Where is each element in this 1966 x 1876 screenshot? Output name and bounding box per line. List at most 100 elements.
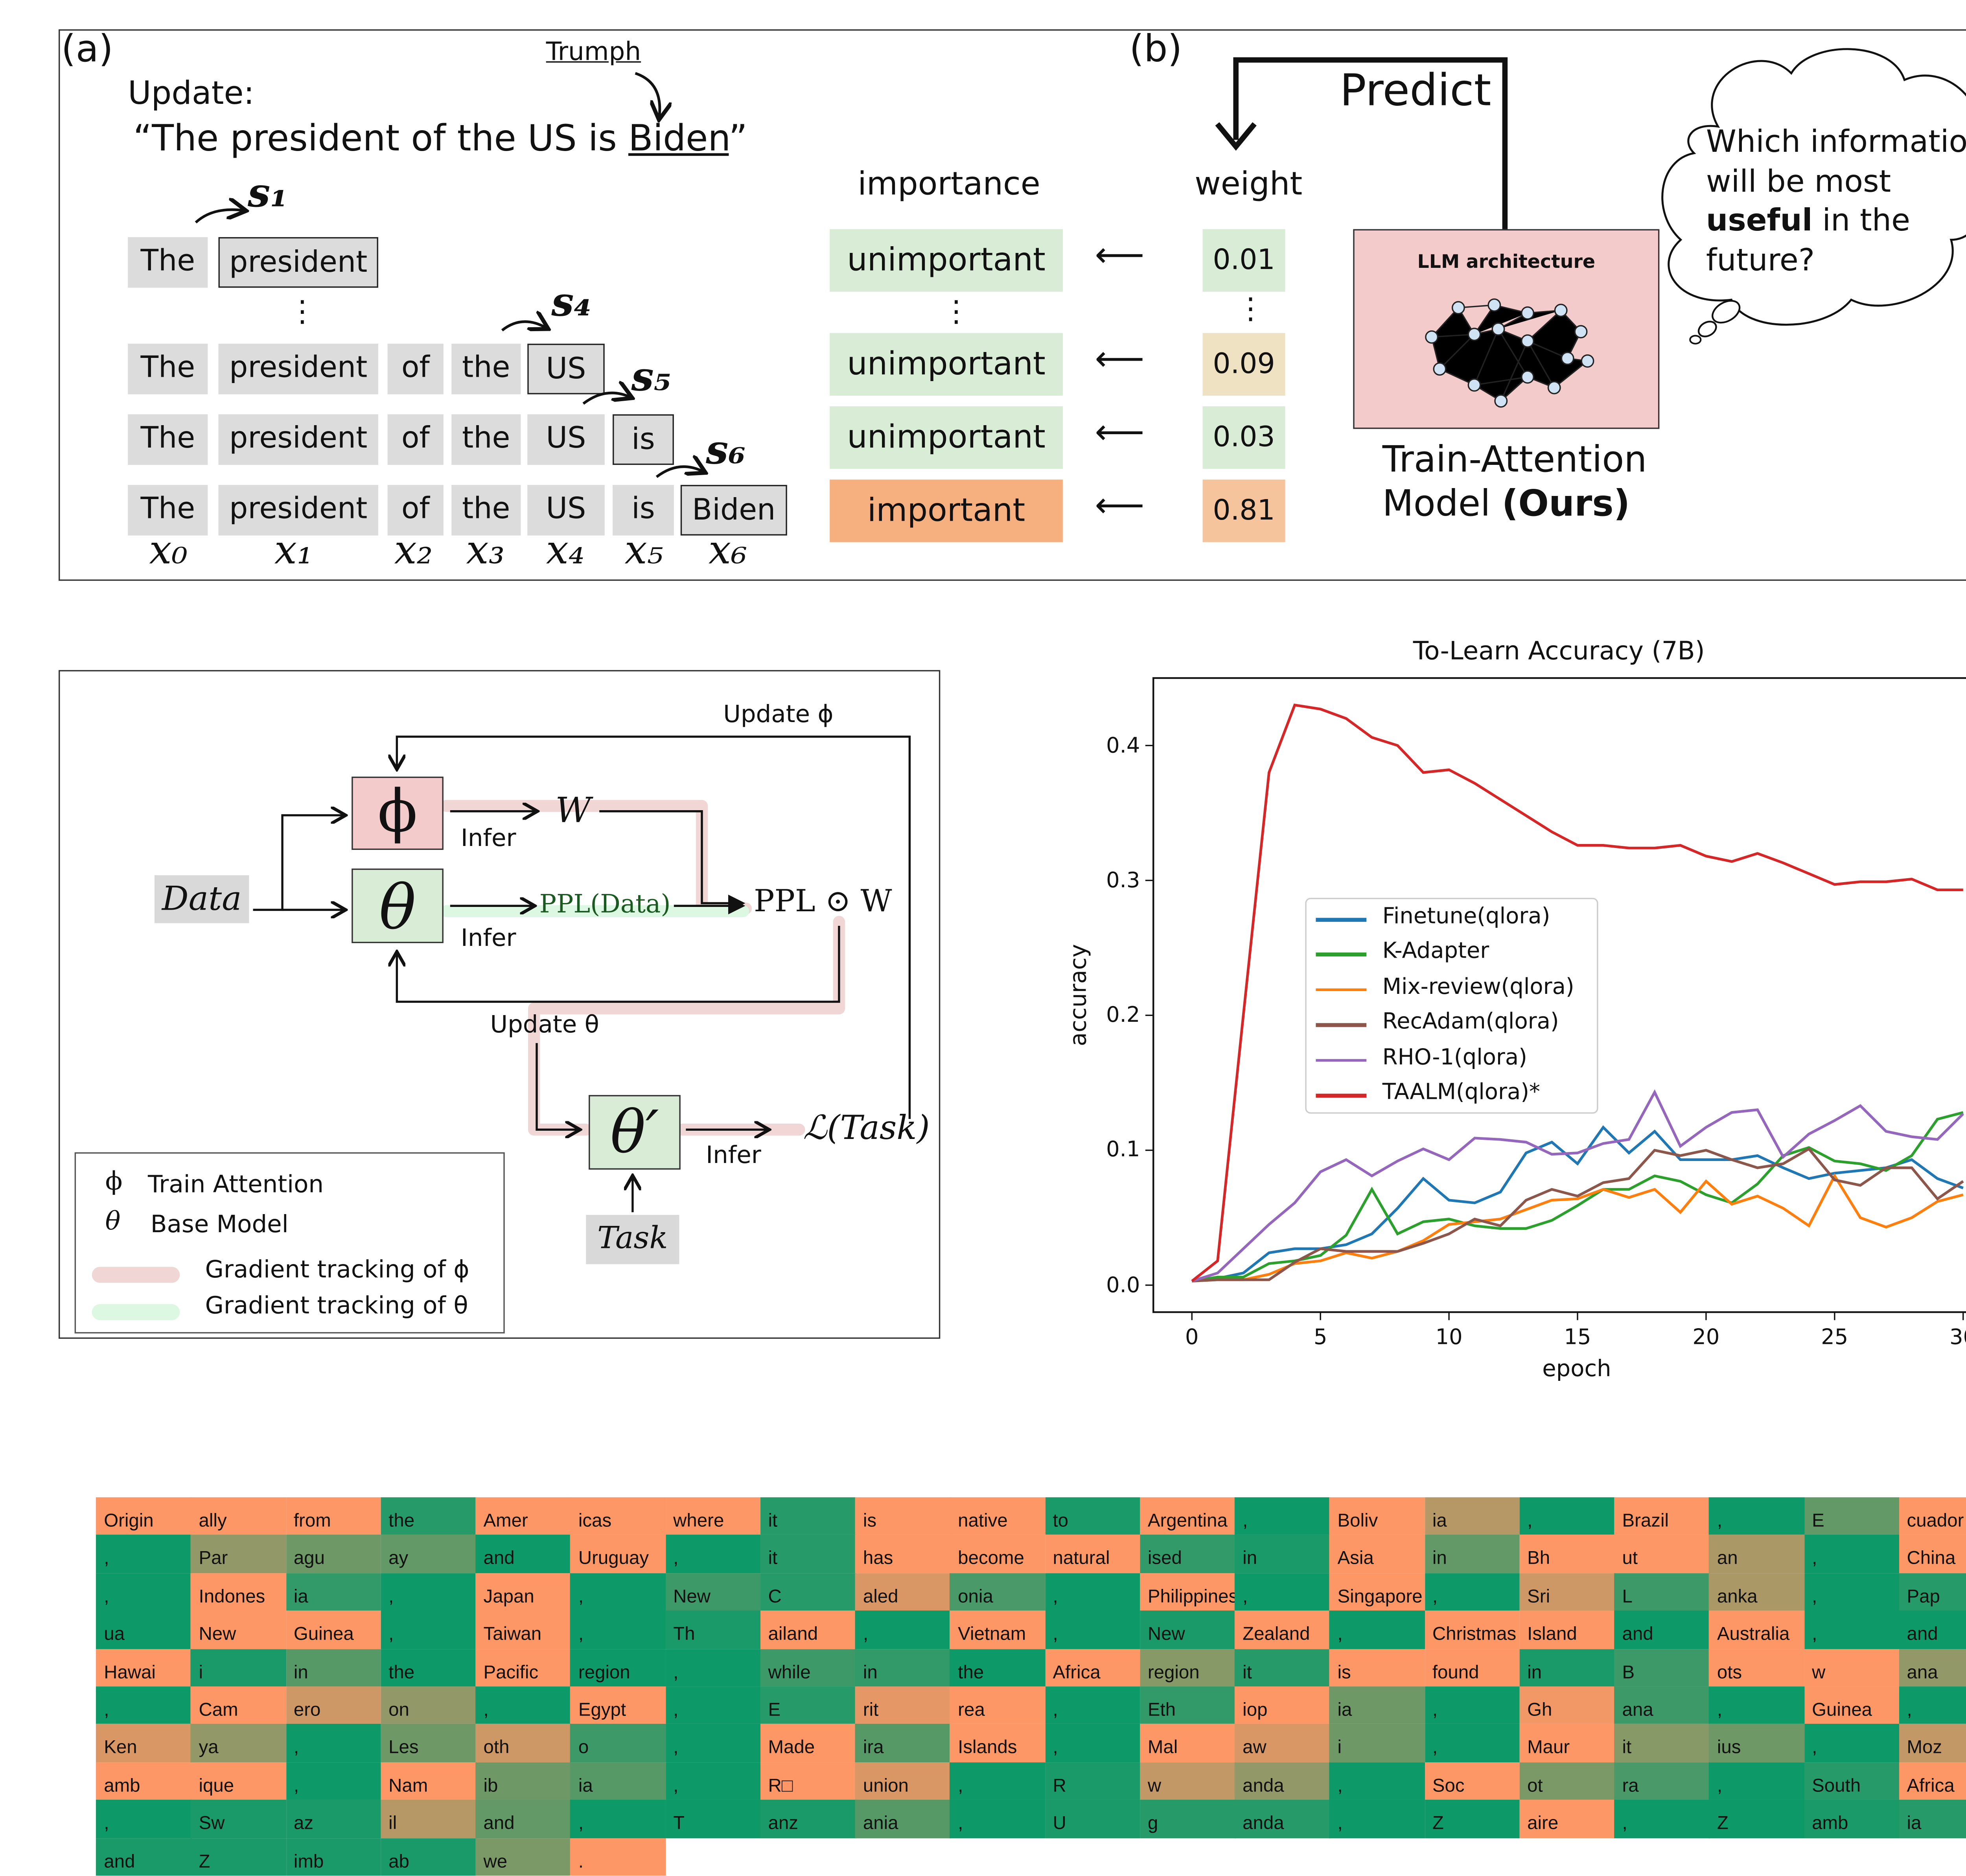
data-box: Data (154, 875, 249, 923)
token-cell: while (760, 1648, 856, 1687)
token-cell: Nam (380, 1762, 476, 1800)
thought-bold: useful (1706, 204, 1813, 239)
chart-title: To-Learn Accuracy (7B) (1413, 637, 1705, 666)
left-arrow-icon: ⟵ (1095, 413, 1145, 453)
token-cell: Bh (1519, 1535, 1615, 1573)
series-line-mix-review-qlora- (1192, 1173, 1964, 1283)
token-cell: , (1519, 1497, 1615, 1535)
legend-entry: RHO-1(qlora) (1382, 1044, 1527, 1069)
token-cell: , (950, 1800, 1046, 1838)
token-cell: Asia (1329, 1535, 1425, 1573)
token-cell: , (1709, 1497, 1805, 1535)
token-cell: China (1899, 1535, 1966, 1573)
token-cell: South (1804, 1762, 1900, 1800)
token-cell: , (665, 1535, 761, 1573)
s5-arrow (582, 393, 630, 405)
token-cell: T (665, 1800, 761, 1838)
ppl-w-label: PPL ⊙ W (754, 885, 892, 920)
token-cell: it (1234, 1648, 1330, 1687)
to-theta-prime-arrow (536, 1043, 578, 1130)
token-cell: the (950, 1648, 1046, 1687)
token-cell: Cam (191, 1686, 287, 1725)
token: president (218, 414, 378, 465)
token-cell: Gh (1519, 1686, 1615, 1725)
y-axis-label: accuracy (1066, 944, 1093, 1047)
token-cell: Vietnam (950, 1611, 1046, 1649)
sentence-prefix: “The president of the US is (133, 118, 628, 160)
panel-a-label: (a) (61, 26, 113, 71)
position-label: x₀ (149, 527, 188, 574)
token-cell: B (1614, 1648, 1710, 1687)
token: the (451, 343, 521, 394)
token-cell: Island (1519, 1611, 1615, 1649)
update-phi-label: Update ϕ (723, 700, 834, 729)
token-cell: Brazil (1614, 1497, 1710, 1535)
token-cell: Mal (1139, 1724, 1235, 1762)
weight-value: 0.01 (1202, 229, 1285, 292)
token: the (451, 485, 521, 536)
token-cell: Singapore (1329, 1573, 1425, 1611)
token: US (527, 343, 605, 394)
x-tick-label: 10 (1435, 1324, 1463, 1350)
legend-entry: RecAdam(qlora) (1382, 1008, 1559, 1034)
token-cell: ia (1424, 1497, 1520, 1535)
token-cell: Soc (1424, 1762, 1520, 1800)
model-line1: Train-Attention (1382, 439, 1647, 481)
legend-symbol: ϕ (105, 1167, 123, 1196)
token-cell: anz (760, 1800, 856, 1838)
legend-label: Train Attention (147, 1171, 324, 1199)
w-label: W (555, 791, 591, 831)
token-cell: az (285, 1800, 381, 1838)
weight-header: weight (1195, 165, 1303, 203)
token-cell: it (1614, 1724, 1710, 1762)
token-cell: ia (1329, 1686, 1425, 1725)
span-label: s₆ (706, 428, 746, 474)
legend-entry: K-Adapter (1382, 938, 1489, 964)
token-cell: , (950, 1762, 1046, 1800)
llm-label: LLM architecture (1417, 252, 1596, 273)
token-cell: rit (855, 1686, 951, 1725)
token: is (613, 414, 674, 465)
token-cell: Africa (1899, 1762, 1966, 1800)
token-cell: , (1424, 1724, 1520, 1762)
token-cell: i (191, 1648, 287, 1687)
token-cell: and (96, 1837, 191, 1876)
token-cell: oth (475, 1724, 571, 1762)
token-cell: ius (1709, 1724, 1805, 1762)
y-tick-label: 0.3 (1106, 867, 1140, 893)
token-cell: , (855, 1611, 951, 1649)
token: US (527, 485, 605, 536)
token-cell: , (1709, 1686, 1805, 1725)
token-cell: aw (1234, 1724, 1330, 1762)
token-cell: Africa (1045, 1648, 1141, 1687)
token: president (218, 485, 378, 536)
token-cell: , (570, 1573, 666, 1611)
importance-label: unimportant (830, 333, 1063, 396)
token-cell: ra (1614, 1762, 1710, 1800)
ellipsis: ⋮ (287, 295, 317, 329)
legend-swatch (1316, 1023, 1367, 1027)
token-cell: il (380, 1800, 476, 1838)
replacement-word: Trumph (546, 37, 641, 67)
token-cell: Guinea (1804, 1686, 1900, 1725)
span-label: s₅ (631, 354, 672, 401)
token-cell: Z (1709, 1800, 1805, 1838)
token-cell: it (760, 1497, 856, 1535)
token-cell: ia (1899, 1800, 1966, 1838)
token-cell: ay (380, 1535, 476, 1573)
legend-entry: TAALM(qlora)* (1382, 1079, 1540, 1104)
token-cell: Ken (96, 1724, 191, 1762)
token-cell: ana (1614, 1686, 1710, 1725)
series-line-k-adapter (1191, 1111, 1964, 1283)
left-arrow-icon: ⟵ (1095, 236, 1145, 276)
x-tick-label: 0 (1185, 1324, 1199, 1350)
token-cell: ana (1899, 1648, 1966, 1687)
token-cell: Argentina (1139, 1497, 1235, 1535)
x-tick-label: 20 (1692, 1324, 1720, 1350)
token: president (218, 343, 378, 394)
x-axis-label: epoch (1542, 1356, 1611, 1383)
token-cell: , (665, 1762, 761, 1800)
series-line-taalm-qlora- (1191, 703, 1963, 1283)
token-cell: an (1709, 1535, 1805, 1573)
